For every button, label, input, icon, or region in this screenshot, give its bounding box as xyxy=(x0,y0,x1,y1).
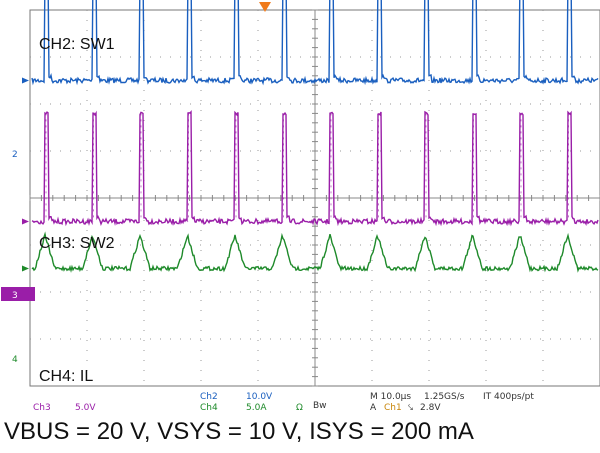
ch3-id: Ch3 xyxy=(33,403,51,413)
trace-ch4 xyxy=(31,231,599,273)
trigger-source: Ch1 xyxy=(384,403,402,413)
ch4-ground-marker: 4 xyxy=(12,355,18,365)
traces xyxy=(22,0,599,273)
trigger-position-marker xyxy=(259,2,271,12)
record-resolution: IT 400ps/pt xyxy=(483,392,534,402)
ch4-label: CH4: IL xyxy=(39,368,93,385)
trigger-mode: A xyxy=(370,403,377,413)
trigger-slope-icon: ⤥ xyxy=(408,403,413,413)
ch2-id: Ch2 xyxy=(200,392,218,402)
ch3-scale: 5.0V xyxy=(75,403,96,413)
ch4-scale: 5.0A xyxy=(246,403,267,413)
ch2-ground-marker: 2 xyxy=(12,150,18,160)
ch3-ground-marker: 3 xyxy=(12,291,18,301)
graticule xyxy=(29,9,600,387)
trigger-level: 2.8V xyxy=(420,403,441,413)
ch2-scale: 10.0V xyxy=(246,392,273,402)
ground-arrow-ch3 xyxy=(22,218,29,225)
trace-ch3 xyxy=(31,109,599,227)
status-bar: Ch3 5.0V Ch2 10.0V Ch4 5.0A Ω Bw M 10.0µ… xyxy=(33,392,534,413)
ch2-label: CH2: SW1 xyxy=(39,36,115,53)
ohm-symbol: Ω xyxy=(296,403,303,413)
channel-ground-markers: 2 3 4 xyxy=(1,150,35,365)
timebase: M 10.0µs xyxy=(370,392,411,402)
ch4-id: Ch4 xyxy=(200,403,218,413)
ground-arrow-ch2 xyxy=(22,77,29,84)
ch3-label: CH3: SW2 xyxy=(39,235,115,252)
bandwidth-limit: Bw xyxy=(313,401,327,411)
ground-arrow-ch4 xyxy=(22,265,29,272)
test-conditions-caption: VBUS = 20 V, VSYS = 10 V, ISYS = 200 mA xyxy=(4,418,474,445)
trace-ch2 xyxy=(31,0,599,86)
ch3-ground-marker-box xyxy=(1,287,35,301)
sample-rate: 1.25GS/s xyxy=(424,392,465,402)
